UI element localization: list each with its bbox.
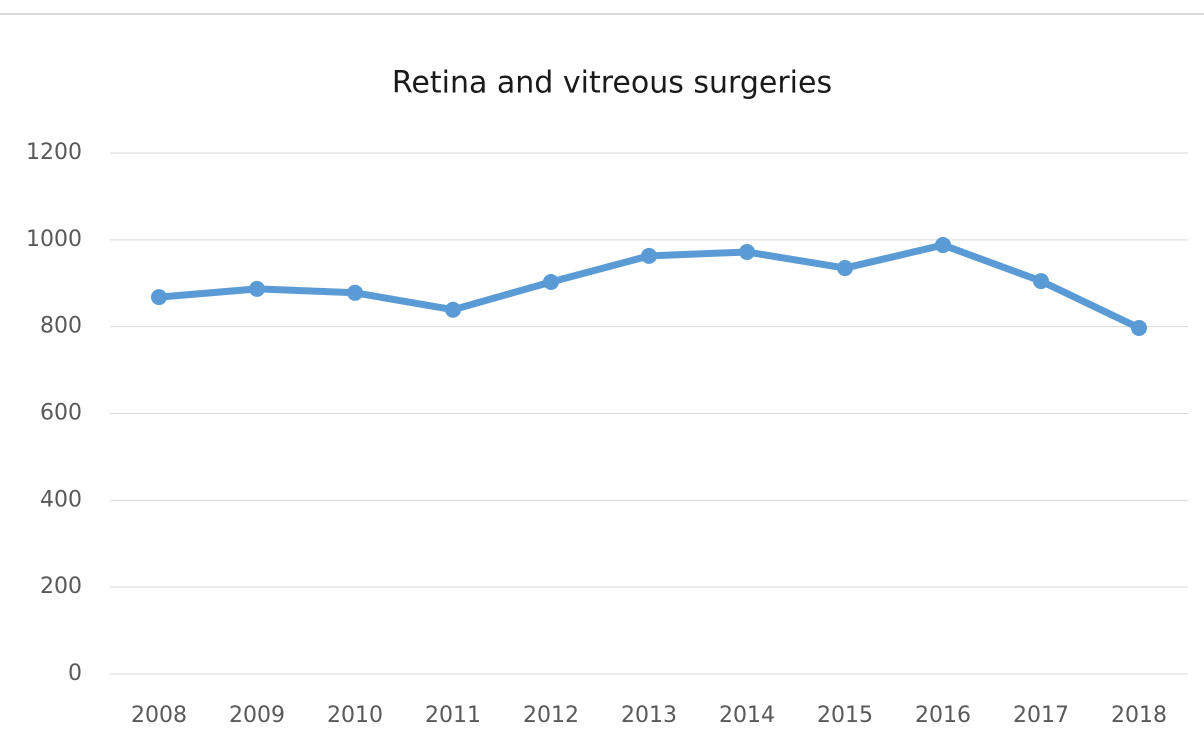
point [739,243,755,260]
point [1033,273,1049,290]
y-tick-label: 0 [68,661,82,686]
y-tick-label: 1000 [26,227,82,252]
x-tick-label: 2012 [523,703,579,728]
x-tick-label: 2017 [1013,703,1069,728]
point [543,273,559,290]
point [935,237,951,254]
point [445,301,461,318]
y-tick-label: 400 [40,487,82,512]
y-tick-label: 600 [40,401,82,426]
x-tick-label: 2011 [425,703,481,728]
point [347,284,363,301]
y-tick-label: 1200 [26,140,82,165]
chart-title: Retina and vitreous surgeries [392,66,832,101]
x-tick-label: 2015 [817,703,873,728]
point [1131,319,1147,336]
y-tick-label: 200 [40,574,82,599]
x-tick-label: 2013 [621,703,677,728]
point [641,247,657,264]
point [249,280,265,297]
x-tick-label: 2018 [1111,703,1167,728]
point [151,289,167,306]
y-tick-label: 800 [40,314,82,339]
x-tick-label: 2016 [915,703,971,728]
x-tick-label: 2008 [131,703,187,728]
x-tick-label: 2009 [229,703,285,728]
x-tick-label: 2014 [719,703,775,728]
point [837,260,853,277]
x-tick-label: 2010 [327,703,383,728]
